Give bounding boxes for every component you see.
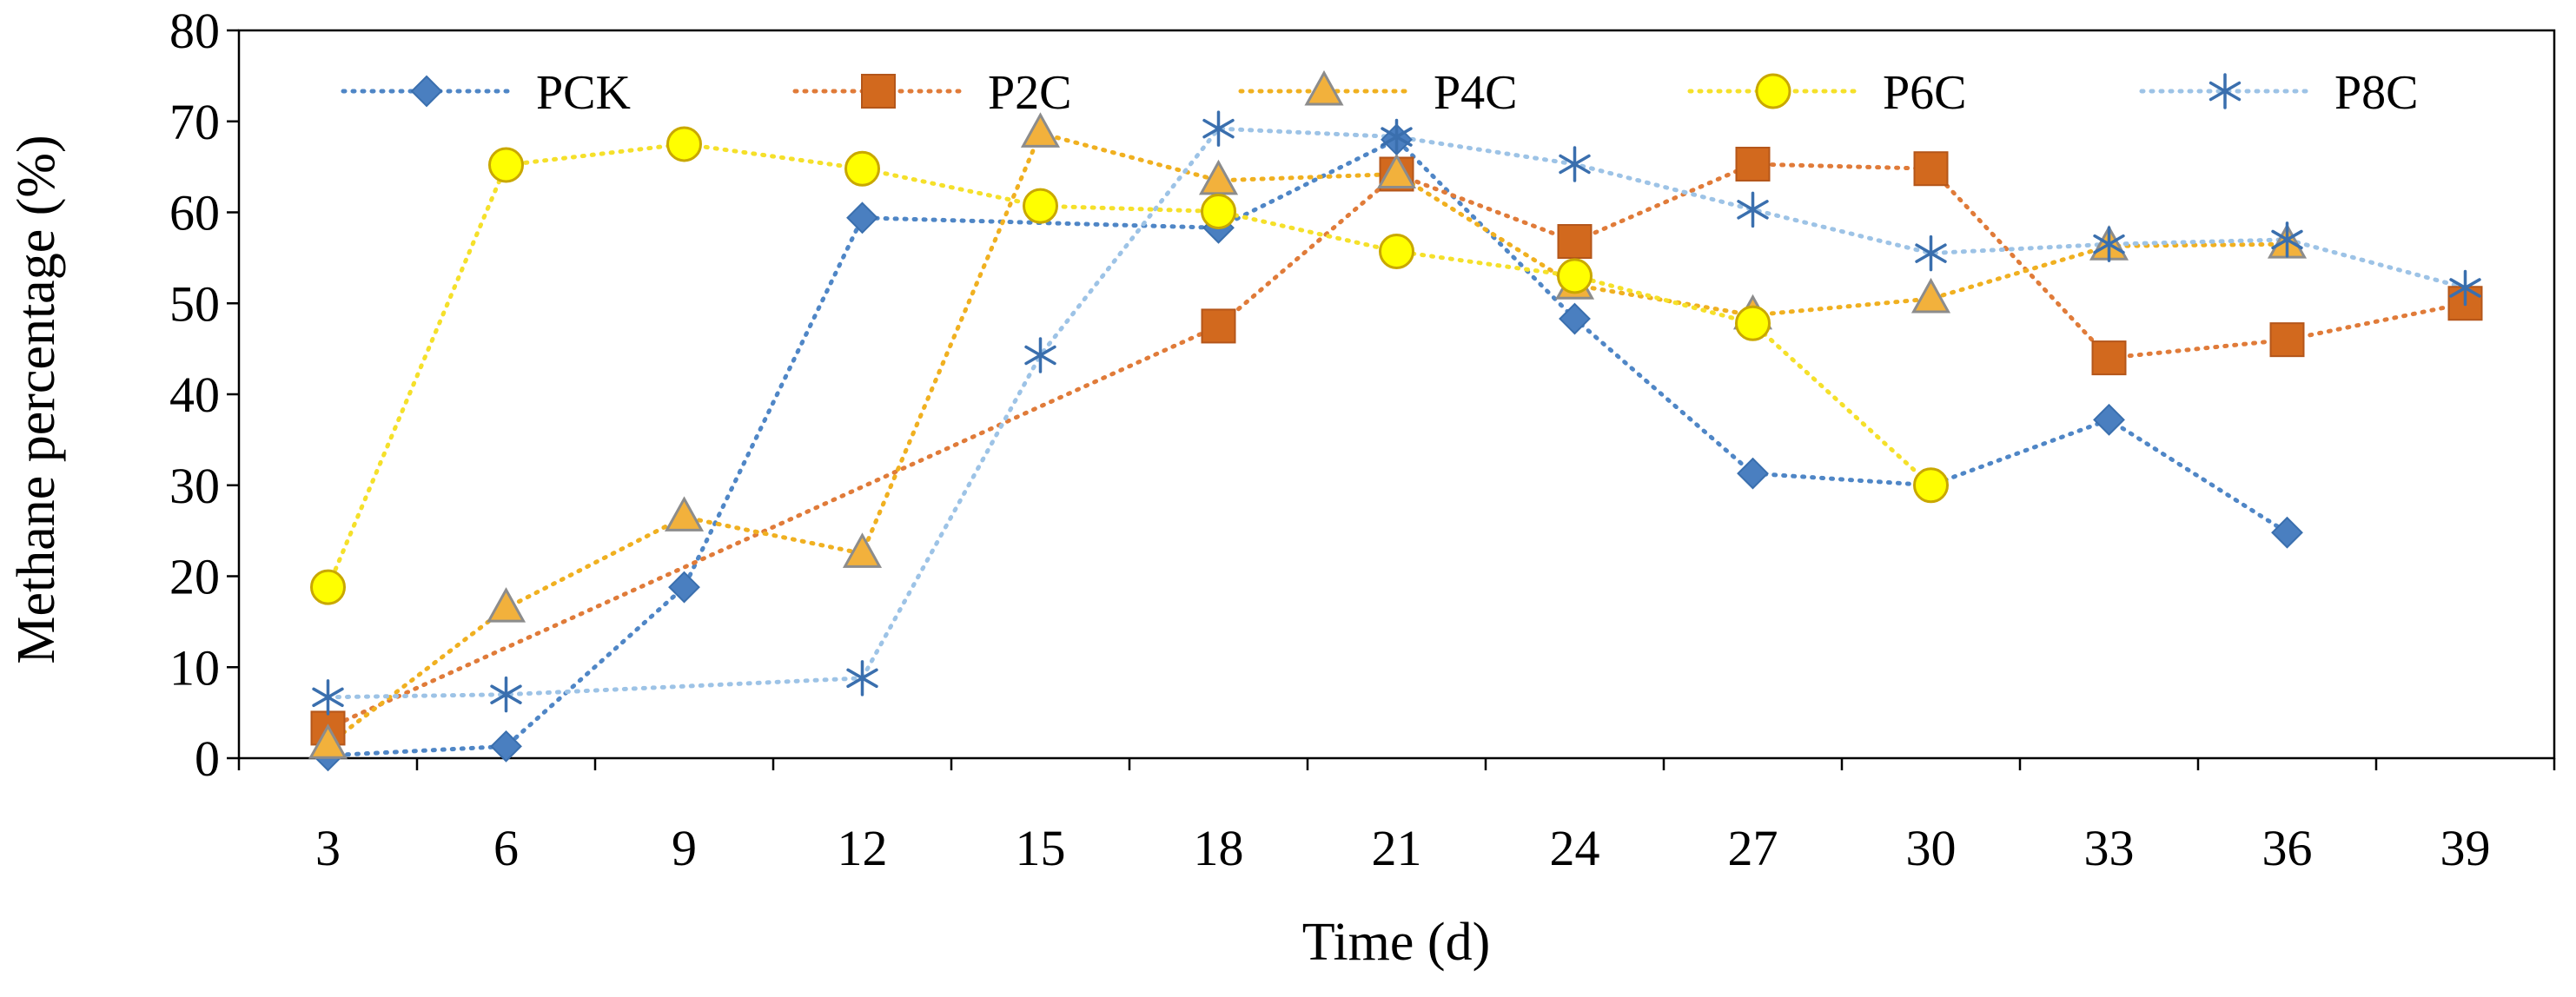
legend-label-p4c: P4C — [1434, 66, 1518, 120]
legend-label-p2c: P2C — [988, 66, 1072, 120]
data-point-p6c — [1913, 467, 1949, 504]
legend-marker-p6c — [1755, 73, 1791, 109]
data-point-p8c — [1024, 337, 1056, 373]
data-point-p6c — [1735, 305, 1771, 341]
legend-marker-p4c — [1304, 69, 1344, 106]
series-group — [308, 110, 2483, 772]
series-line-p6c — [326, 142, 1933, 590]
legend-entry-p2c: P2C — [792, 66, 1072, 120]
data-point-p8c — [2093, 226, 2125, 262]
y-tick-label: 40 — [169, 366, 220, 423]
data-point-p2c — [1201, 308, 1236, 344]
data-point-p6c — [1557, 258, 1593, 294]
y-tick-label: 0 — [195, 730, 220, 787]
x-tick-label: 12 — [838, 820, 888, 876]
data-point-pck — [846, 201, 878, 234]
legend-entry-p4c: P4C — [1238, 66, 1518, 120]
x-tick-label: 30 — [1906, 820, 1957, 876]
legend-label-p6c: P6C — [1883, 66, 1967, 120]
data-point-p4c — [842, 532, 883, 568]
data-point-pck — [668, 571, 700, 604]
legend-label-pck: PCK — [536, 66, 631, 120]
x-tick-label: 24 — [1550, 820, 1600, 876]
x-tick-label: 9 — [672, 820, 697, 876]
data-point-pck — [490, 730, 522, 763]
data-point-pck — [1737, 457, 1769, 490]
legend: PCK P2C P4C P6C P8C — [341, 66, 2419, 120]
x-tick-label: 6 — [493, 820, 519, 876]
data-point-p2c — [2091, 340, 2127, 376]
y-tick-label: 30 — [169, 458, 220, 514]
data-point-p6c — [1201, 193, 1236, 229]
data-point-p8c — [1202, 110, 1235, 147]
legend-label-p8c: P8C — [2334, 66, 2419, 120]
y-tick-label: 20 — [169, 549, 220, 605]
y-tick-label: 50 — [169, 275, 220, 332]
x-tick-label: 39 — [2440, 820, 2491, 876]
data-point-p6c — [844, 150, 880, 187]
x-tick-label: 33 — [2084, 820, 2135, 876]
data-point-p8c — [846, 660, 878, 697]
data-point-p2c — [1735, 146, 1771, 182]
data-point-p2c — [2269, 322, 2305, 358]
y-tick-label: 60 — [169, 185, 220, 241]
x-tick-label: 18 — [1194, 820, 1244, 876]
data-point-p4c — [664, 496, 705, 532]
y-tick-label: 70 — [169, 94, 220, 150]
legend-marker-p2c — [861, 74, 896, 109]
series-line-p8c — [326, 126, 2467, 700]
data-point-p4c — [486, 587, 526, 623]
data-point-p8c — [1737, 191, 1769, 228]
data-point-p8c — [1559, 146, 1591, 182]
data-point-p8c — [1915, 234, 1947, 272]
x-tick-label: 27 — [1728, 820, 1778, 876]
data-point-p6c — [1379, 234, 1414, 270]
data-point-p8c — [312, 679, 344, 716]
data-point-p4c — [1910, 277, 1951, 314]
legend-marker-pck — [410, 75, 443, 108]
legend-entry-p6c: P6C — [1687, 66, 1967, 120]
series-line-pck — [326, 136, 2289, 758]
series-line-p4c — [326, 130, 2289, 747]
data-point-p8c — [1381, 118, 1413, 155]
x-tick-label: 3 — [315, 820, 341, 876]
data-point-p2c — [1557, 224, 1593, 260]
series-markers-p8c — [312, 110, 2481, 716]
data-point-pck — [2271, 516, 2303, 549]
data-point-p6c — [310, 569, 346, 605]
data-point-p6c — [488, 147, 524, 183]
legend-entry-p8c: P8C — [2139, 66, 2419, 120]
data-point-p4c — [1376, 153, 1417, 189]
data-point-p6c — [1023, 188, 1058, 224]
data-point-pck — [1559, 302, 1591, 335]
data-point-p8c — [2449, 269, 2481, 307]
x-tick-label: 36 — [2262, 820, 2313, 876]
data-point-p2c — [1913, 151, 1949, 187]
legend-entry-pck: PCK — [341, 66, 631, 120]
data-point-p6c — [666, 126, 702, 162]
x-tick-label: 21 — [1372, 820, 1422, 876]
data-point-pck — [2093, 403, 2125, 436]
data-point-p8c — [490, 676, 522, 713]
x-tick-label: 15 — [1016, 820, 1066, 876]
series-markers-p6c — [310, 126, 1949, 605]
y-tick-label: 10 — [169, 639, 220, 696]
data-point-p4c — [1020, 112, 1061, 148]
x-axis-title: Time (d) — [1302, 913, 1490, 972]
data-point-p4c — [308, 723, 348, 759]
y-tick-label: 80 — [169, 3, 220, 59]
legend-marker-p8c — [2208, 73, 2242, 109]
data-point-p4c — [1198, 159, 1239, 195]
y-axis-title: Methane percentage (%) — [7, 135, 66, 664]
data-point-p8c — [2271, 221, 2303, 258]
